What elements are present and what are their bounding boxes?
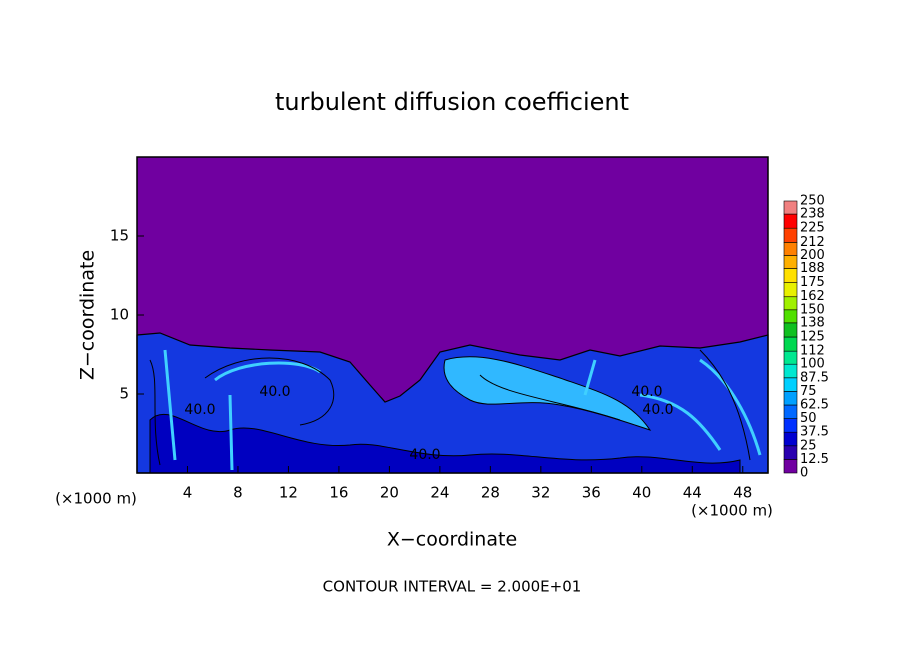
colorbar-band (783, 350, 798, 365)
colorbar-label: 162 (800, 289, 825, 304)
x-tick-label: 20 (380, 484, 399, 502)
colorbar-band (783, 363, 798, 379)
colorbar-label: 37.5 (800, 425, 829, 440)
colorbar-label: 50 (800, 411, 817, 426)
colorbar-label: 100 (800, 357, 825, 372)
colorbar-label: 138 (800, 315, 825, 330)
y-tick-label: 10 (110, 306, 129, 324)
field (136, 157, 769, 474)
contour-label: 40.0 (184, 402, 215, 418)
field-region (149, 349, 751, 466)
colorbar-band (783, 322, 798, 338)
chart-title: turbulent diffusion coefficient (275, 88, 629, 116)
colorbar-band (783, 227, 798, 243)
field-region (136, 332, 769, 474)
colorbar-label: 25 (800, 438, 817, 453)
colorbar-band (783, 309, 798, 324)
footnote: CONTOUR INTERVAL = 2.000E+01 (323, 578, 582, 596)
colorbar-band (783, 282, 798, 298)
colorbar-label: 62.5 (800, 398, 829, 413)
colorbar-label: 125 (800, 330, 825, 345)
x-tick-label: 44 (683, 484, 702, 502)
colorbar-label: 175 (800, 275, 825, 290)
colorbar-band (783, 404, 798, 419)
x-tick-label: 36 (582, 484, 601, 502)
colorbar-label: 250 (800, 194, 825, 209)
colorbar-label: 238 (800, 207, 825, 222)
x-axis-label: X−coordinate (387, 529, 517, 551)
colorbar-label: 87.5 (800, 370, 829, 385)
x-tick-label: 32 (531, 484, 550, 502)
colorbar-band (783, 296, 798, 311)
colorbar-label: 212 (800, 235, 825, 250)
x-tick-label: 28 (481, 484, 500, 502)
y-tick-label: 15 (110, 227, 129, 245)
field-region (443, 356, 652, 431)
colorbar-band (783, 336, 798, 352)
x-tick-label: 8 (233, 484, 243, 502)
x-tick-label: 24 (430, 484, 449, 502)
colorbar-label: 75 (800, 384, 817, 399)
x-tick-label: 16 (329, 484, 348, 502)
contour-label: 40.0 (642, 402, 673, 418)
colorbar-label: 188 (800, 261, 825, 276)
colorbar-band (783, 459, 798, 474)
colorbar-band (783, 445, 798, 460)
colorbar-label: 12.5 (800, 452, 829, 467)
field-region (163, 349, 762, 471)
contour-label: 40.0 (259, 384, 290, 400)
x-unit-label: (×1000 m) (691, 502, 773, 520)
colorbar-label: 0 (800, 466, 808, 481)
colorbar-band (783, 431, 798, 447)
x-unit-label: (×1000 m) (55, 490, 137, 508)
y-axis-label: Z−coordinate (77, 250, 99, 380)
x-tick-label: 40 (632, 484, 651, 502)
x-tick-label: 48 (733, 484, 752, 502)
colorbar-label: 225 (800, 221, 825, 236)
colorbar-band (783, 255, 798, 269)
colorbar-band (783, 391, 798, 406)
colorbar-band (783, 418, 798, 433)
colorbar-band (783, 377, 798, 392)
colorbar-label: 112 (800, 344, 825, 359)
colorbar-band (783, 242, 798, 256)
contour-label: 40.0 (409, 447, 440, 463)
x-tick-label: 12 (279, 484, 298, 502)
y-tick-label: 5 (119, 385, 129, 403)
colorbar-label: 150 (800, 302, 825, 317)
colorbar-label: 200 (800, 248, 825, 263)
x-tick-label: 4 (183, 484, 193, 502)
colorbar-band (783, 268, 798, 283)
colorbar-band (783, 213, 798, 229)
contour-label: 40.0 (631, 384, 662, 400)
colorbar-band (783, 200, 798, 215)
